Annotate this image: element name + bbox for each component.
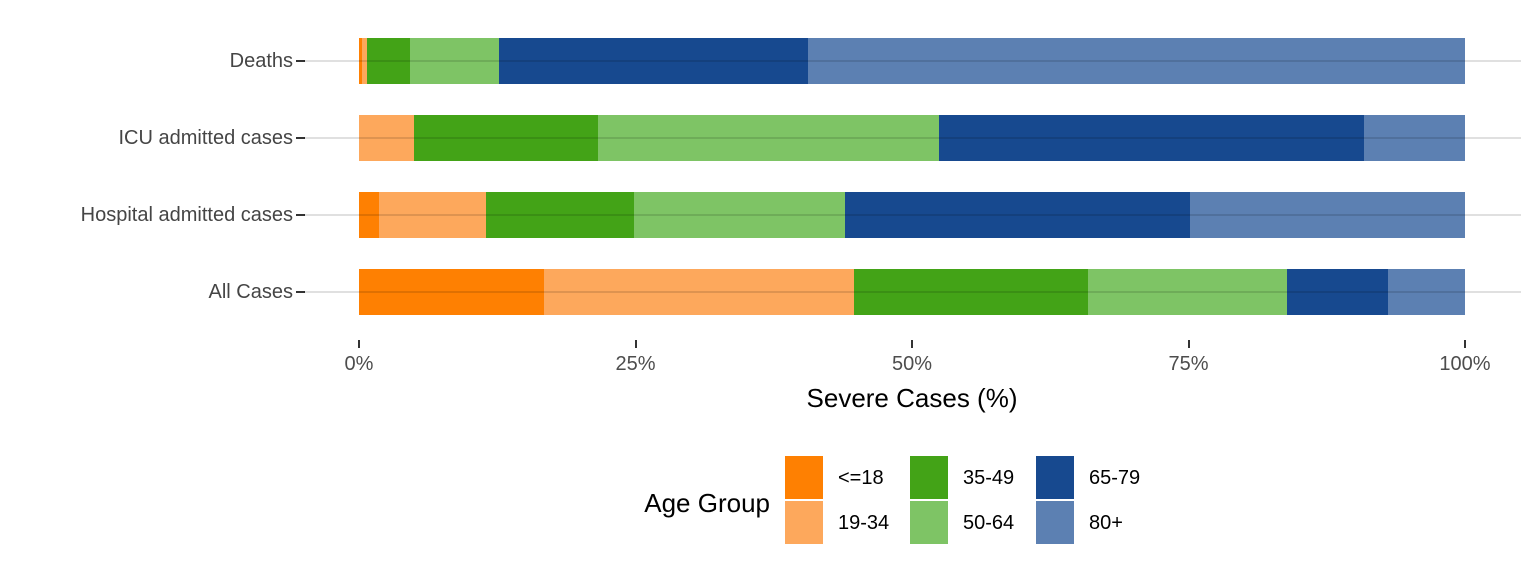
bar-segment xyxy=(486,191,635,238)
legend-label: 50-64 xyxy=(963,511,1015,534)
legend-label: 19-34 xyxy=(838,511,890,534)
legend-label: 35-49 xyxy=(963,466,1015,489)
x-axis-title: Severe Cases (%) xyxy=(806,383,1018,413)
y-axis-label: All Cases xyxy=(208,280,293,303)
legend-label: <=18 xyxy=(838,466,884,489)
x-tick xyxy=(1187,340,1190,348)
bar-segment xyxy=(378,191,487,238)
bar-segment xyxy=(1286,268,1388,315)
x-tick xyxy=(1464,340,1466,348)
x-tick-label: 0% xyxy=(344,353,374,375)
bar-segment xyxy=(359,268,544,315)
bar-row xyxy=(359,114,1465,161)
y-tick xyxy=(296,136,305,139)
bar-segment xyxy=(844,191,1190,238)
bar-segment xyxy=(362,37,367,84)
x-tick-label: 75% xyxy=(1168,353,1209,375)
bar-segment xyxy=(499,37,808,84)
x-tick-label: 25% xyxy=(615,353,656,375)
x-tick-label: 50% xyxy=(891,353,933,375)
gridline xyxy=(304,290,1521,293)
legend-label: 65-79 xyxy=(1089,466,1141,489)
legend-swatch xyxy=(1036,501,1074,544)
y-axis-label: Deaths xyxy=(229,49,293,72)
gridline xyxy=(304,213,1521,216)
legend-label: 80+ xyxy=(1089,511,1123,534)
legend-swatch xyxy=(910,456,948,499)
legend-swatch xyxy=(910,501,948,544)
x-tick xyxy=(911,340,913,348)
bar-segment xyxy=(543,268,855,315)
bar-segment xyxy=(808,37,1465,84)
bar-row xyxy=(359,191,1465,238)
legend-title: Age Group xyxy=(644,488,770,518)
y-tick xyxy=(296,290,305,293)
y-axis-label: ICU admitted cases xyxy=(118,126,293,149)
bar-segment xyxy=(854,268,1088,315)
y-tick xyxy=(296,213,305,216)
bar-segment xyxy=(366,37,410,84)
bar-row xyxy=(359,37,1465,84)
bar-row xyxy=(359,268,1465,315)
bar-segment xyxy=(1387,268,1465,315)
legend-swatch xyxy=(1036,456,1074,499)
bar-segment xyxy=(634,191,845,238)
bar-segment xyxy=(938,114,1365,161)
gridline xyxy=(304,59,1521,62)
bar-segment xyxy=(414,114,598,161)
bar-segment xyxy=(359,191,379,238)
bar-segment xyxy=(359,114,415,161)
y-axis-label: Hospital admitted cases xyxy=(80,203,293,226)
bar-segment xyxy=(409,37,500,84)
bar-segment xyxy=(1364,114,1465,161)
legend-swatch xyxy=(785,501,823,544)
bar-segment xyxy=(597,114,939,161)
x-tick xyxy=(358,340,360,348)
y-tick xyxy=(296,59,305,62)
legend-swatch xyxy=(785,456,823,499)
bar-segment xyxy=(1087,268,1287,315)
bar-segment xyxy=(359,37,363,84)
bar-segment xyxy=(1189,191,1465,238)
gridline xyxy=(304,136,1521,139)
x-tick xyxy=(634,340,637,348)
x-tick-label: 100% xyxy=(1439,353,1491,375)
